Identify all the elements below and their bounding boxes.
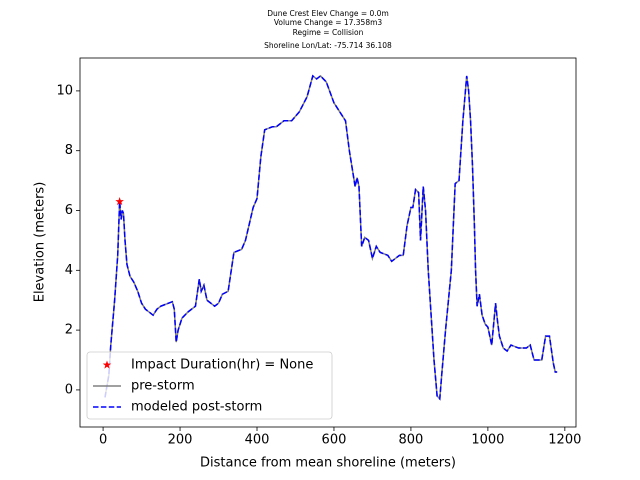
chart-title: Dune Crest Elev Change = 0.0m bbox=[267, 9, 389, 18]
x-tick-label: 200 bbox=[168, 433, 193, 448]
y-tick-label: 0 bbox=[65, 382, 73, 397]
x-tick-label: 800 bbox=[399, 433, 424, 448]
star-marker bbox=[115, 197, 124, 206]
y-axis-label: Elevation (meters) bbox=[33, 182, 48, 303]
y-tick-label: 2 bbox=[65, 323, 73, 338]
x-tick-label: 1200 bbox=[548, 433, 581, 448]
legend-box bbox=[86, 351, 333, 420]
chart-title: Shoreline Lon/Lat: -75.714 36.108 bbox=[264, 41, 392, 50]
x-tick-label: 1000 bbox=[471, 433, 504, 448]
chart-title: Volume Change = 17.358m3 bbox=[274, 18, 383, 27]
y-tick-label: 8 bbox=[65, 143, 73, 158]
x-tick-label: 600 bbox=[322, 433, 347, 448]
legend-label: Impact Duration(hr) = None bbox=[131, 358, 313, 373]
y-tick-label: 4 bbox=[65, 263, 73, 278]
y-tick-label: 10 bbox=[56, 83, 73, 98]
legend-marker bbox=[102, 360, 112, 369]
y-tick-label: 6 bbox=[65, 203, 73, 218]
legend-label: pre-storm bbox=[131, 379, 195, 394]
x-axis-label: Distance from mean shoreline (meters) bbox=[200, 456, 456, 471]
x-tick-label: 0 bbox=[99, 433, 107, 448]
plot-frame bbox=[79, 57, 577, 428]
chart-title: Regime = Collision bbox=[293, 28, 364, 37]
legend-label: modeled post-storm bbox=[131, 400, 262, 415]
x-tick-label: 400 bbox=[245, 433, 270, 448]
series-line bbox=[104, 74, 558, 401]
